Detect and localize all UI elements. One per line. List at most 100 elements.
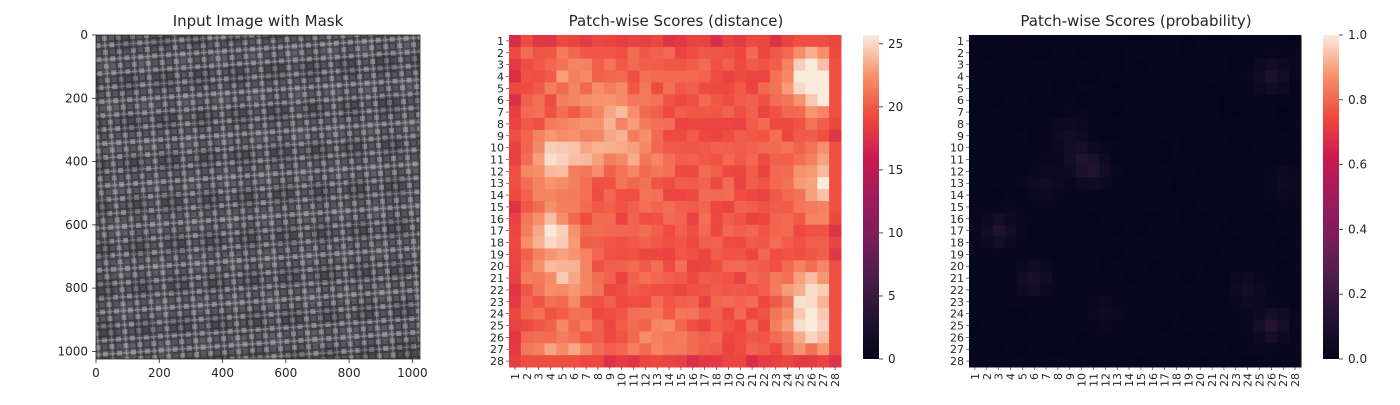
- heatmap-cell: [615, 272, 629, 285]
- heatmap-cell: [781, 106, 795, 119]
- heatmap-cell: [1229, 284, 1243, 297]
- heatmap-cell: [1265, 343, 1278, 356]
- heatmap-cell: [520, 106, 534, 119]
- heatmap-cell: [663, 58, 676, 72]
- heatmap-cell: [556, 153, 569, 166]
- heatmap-cell: [1040, 46, 1053, 60]
- heatmap-cell: [1016, 331, 1029, 344]
- heatmap-cell: [615, 201, 629, 214]
- heatmap-cell: [1123, 165, 1136, 178]
- heatmap-cell: [520, 343, 534, 356]
- heatmap-cell: [1170, 70, 1183, 83]
- heatmap-cell: [1229, 153, 1243, 166]
- heatmap-cell: [627, 224, 640, 238]
- heatmap-cell: [1016, 189, 1029, 202]
- heatmap-cell: [675, 153, 688, 166]
- heatmap-cell: [627, 70, 640, 83]
- heatmap-cell: [663, 319, 676, 332]
- heatmap-cell: [1253, 46, 1266, 60]
- heatmap-cell: [1253, 212, 1266, 226]
- colorbar-tick-label: 5: [888, 289, 896, 303]
- heatmap-cell: [627, 260, 640, 273]
- heatmap-cell: [556, 165, 569, 178]
- heatmap-cell: [1158, 177, 1172, 190]
- heatmap-cell: [592, 153, 605, 166]
- heatmap-cell: [544, 212, 557, 226]
- heatmap-cell: [1028, 177, 1041, 190]
- heatmap-cell: [980, 343, 994, 356]
- heatmap-cell: [1087, 94, 1100, 107]
- heatmap-cell: [1146, 129, 1160, 143]
- heatmap-cell: [675, 307, 688, 321]
- heatmap-cell: [1075, 295, 1089, 309]
- col-label: 19: [1182, 373, 1195, 387]
- heatmap-cell: [639, 236, 652, 249]
- heatmap-cell: [710, 343, 723, 356]
- col-label: 14: [663, 373, 676, 387]
- colorbar-tick-label: 0: [888, 352, 896, 366]
- heatmap-cell: [769, 106, 783, 119]
- heatmap-cell: [1040, 295, 1053, 309]
- heatmap-cell: [722, 189, 735, 202]
- heatmap-cell: [1229, 118, 1243, 131]
- heatmap-cell: [1218, 129, 1231, 143]
- y-tick-label: 0: [80, 28, 88, 42]
- heatmap-cell: [686, 129, 700, 143]
- heatmap-cell: [663, 177, 676, 190]
- heatmap-cell: [1253, 355, 1266, 368]
- heatmap-cell: [1289, 58, 1302, 72]
- heatmap-cell: [1123, 272, 1136, 285]
- heatmap-cell: [615, 189, 629, 202]
- colorbar-tick-label: 0.4: [1348, 222, 1367, 236]
- heatmap-cell: [698, 236, 712, 249]
- heatmap-cell: [698, 94, 712, 107]
- heatmap-cell: [817, 177, 830, 190]
- heatmap-cell: [829, 260, 842, 273]
- heatmap-cell: [758, 343, 771, 356]
- heatmap-cell: [1111, 129, 1124, 143]
- heatmap-cell: [544, 118, 557, 131]
- heatmap-cell: [1063, 343, 1077, 356]
- heatmap-cell: [1277, 46, 1290, 60]
- heatmap-cell: [1028, 307, 1041, 321]
- heatmap-cell: [615, 82, 629, 95]
- heatmap-cell: [1063, 153, 1077, 166]
- heatmap-cell: [1170, 106, 1183, 119]
- heatmap-cell: [1004, 189, 1017, 202]
- heatmap-cell: [1206, 70, 1219, 83]
- heatmap-cell: [710, 106, 723, 119]
- heatmap-cell: [1040, 355, 1053, 368]
- heatmap-cell: [663, 248, 676, 261]
- heatmap-cell: [1004, 165, 1017, 178]
- heatmap-cell: [1135, 177, 1148, 190]
- heatmap-cell: [603, 141, 617, 155]
- heatmap-cell: [580, 248, 593, 261]
- heatmap-cell: [556, 295, 569, 309]
- heatmap-cell: [1016, 236, 1029, 249]
- heatmap-cell: [829, 189, 842, 202]
- heatmap-cell: [793, 212, 806, 226]
- heatmap-cell: [603, 355, 617, 368]
- heatmap-cell: [992, 35, 1006, 48]
- heatmap-cell: [1218, 82, 1231, 95]
- heatmap-cell: [1241, 224, 1255, 238]
- heatmap-cell: [1063, 177, 1077, 190]
- heatmap-cell: [1289, 201, 1302, 214]
- heatmap-cell: [1016, 307, 1029, 321]
- heatmap-cell: [1170, 82, 1183, 95]
- heatmap-cell: [1016, 58, 1029, 72]
- heatmap-cell: [980, 46, 994, 60]
- heatmap-cell: [639, 165, 652, 178]
- heatmap-cell: [1206, 58, 1219, 72]
- heatmap-cell: [1289, 307, 1302, 321]
- heatmap-cell: [969, 284, 982, 297]
- heatmap-cell: [1194, 141, 1207, 155]
- heatmap-cell: [793, 46, 806, 60]
- heatmap-cell: [1206, 212, 1219, 226]
- heatmap-cell: [1194, 212, 1207, 226]
- heatmap-cell: [746, 129, 759, 143]
- heatmap-cell: [1075, 70, 1089, 83]
- heatmap-cell: [615, 224, 629, 238]
- col-label: 18: [711, 373, 724, 387]
- heatmap-cell: [1075, 106, 1089, 119]
